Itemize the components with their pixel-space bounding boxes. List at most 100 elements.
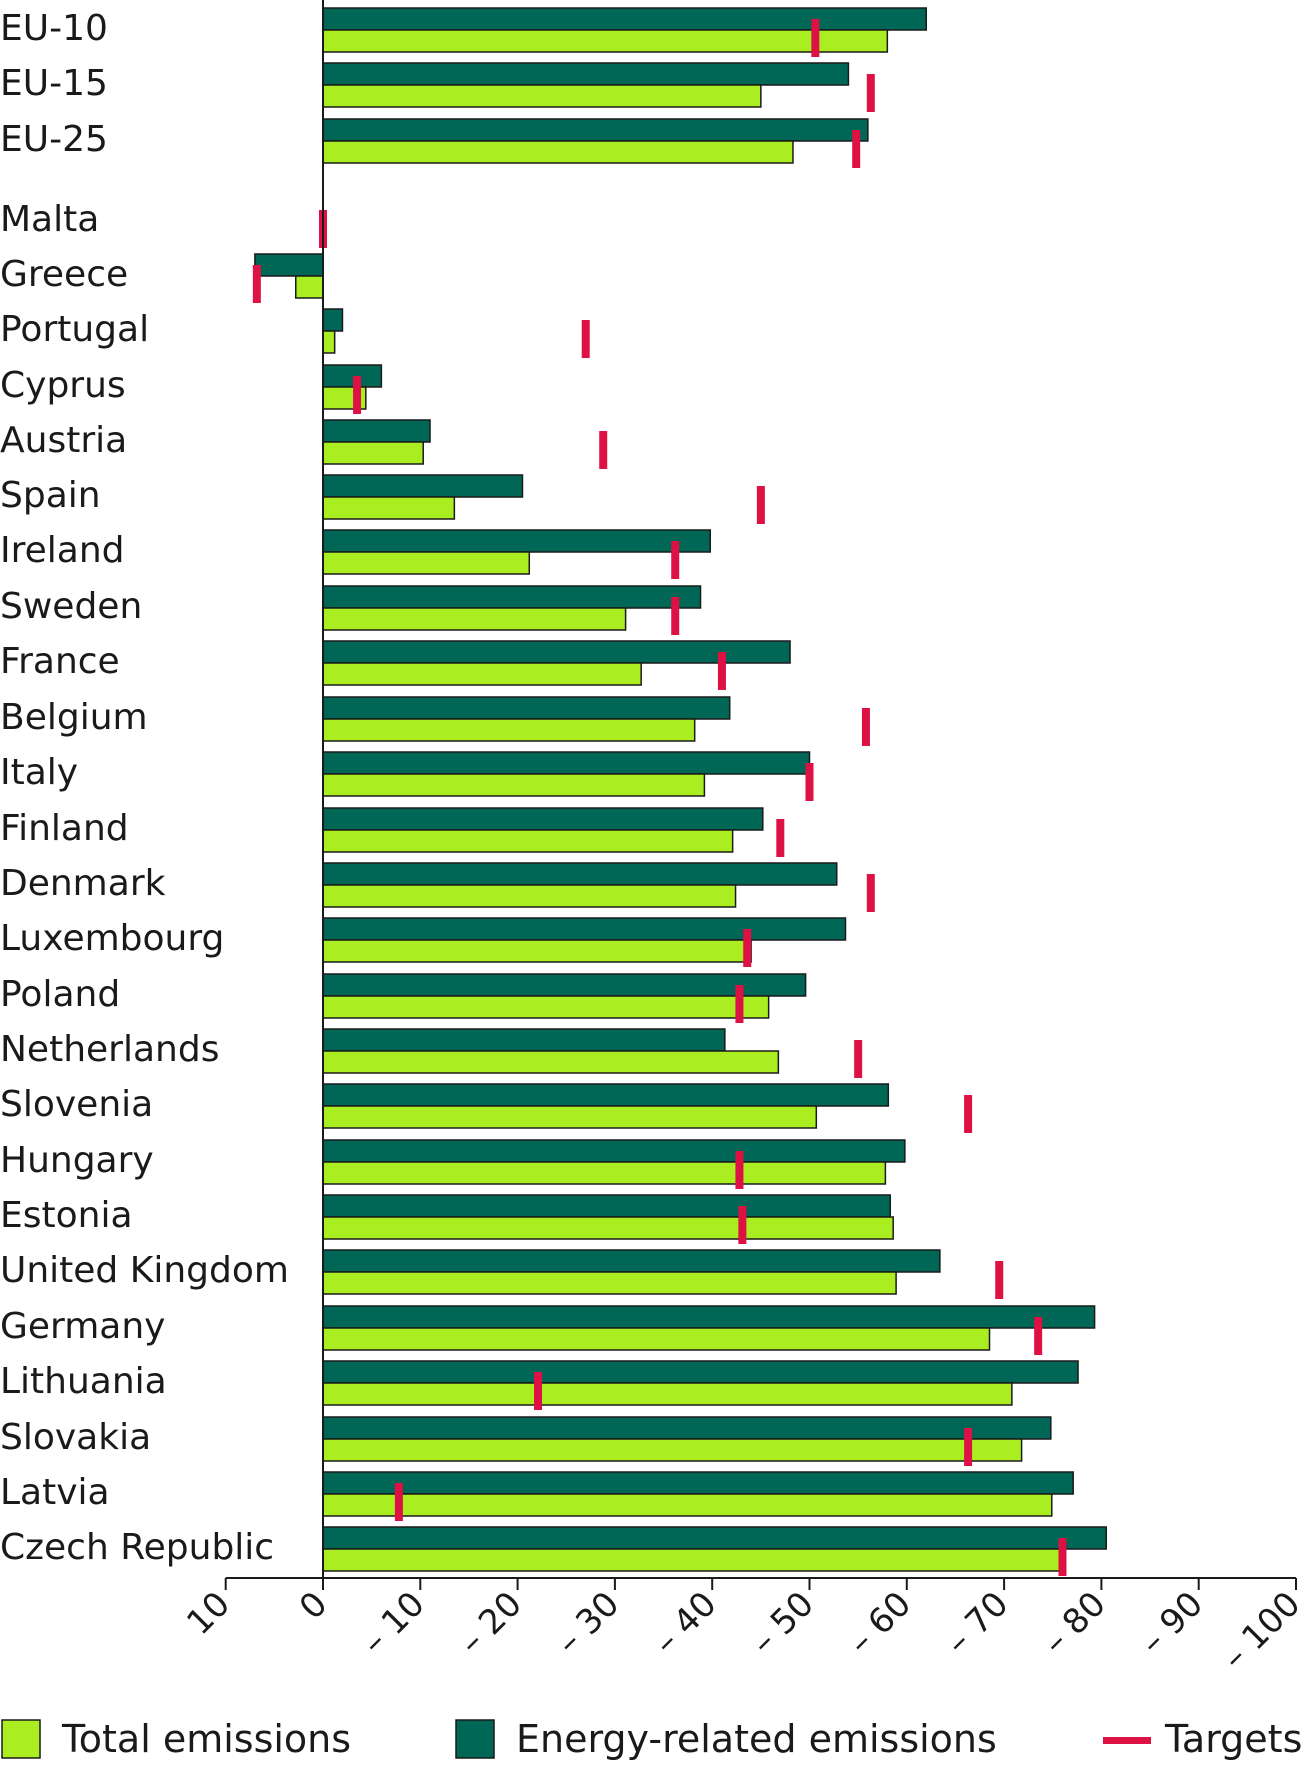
legend: Total emissions Energy-related emissions T… bbox=[1, 1717, 1302, 1761]
category-label-9: Ireland bbox=[0, 530, 125, 571]
bars-layer bbox=[254, 7, 1108, 1572]
target-marker-9 bbox=[671, 541, 680, 579]
target-marker-10 bbox=[671, 597, 680, 635]
target-marker-13 bbox=[805, 763, 814, 801]
energy-bar-14 bbox=[322, 807, 764, 831]
category-label-6: Cyprus bbox=[0, 365, 126, 406]
tick-labels: 10 0 – 10– 20– 30– 40– 50– 60– 70– 80– 90–… bbox=[179, 1584, 1308, 1678]
energy-bar-7 bbox=[322, 419, 431, 443]
target-marker-14 bbox=[776, 819, 785, 857]
target-marker-25 bbox=[964, 1428, 973, 1466]
total-bar-11 bbox=[322, 662, 642, 686]
total-bar-23 bbox=[322, 1327, 991, 1351]
total-bar-2 bbox=[322, 140, 794, 164]
target-marker-19 bbox=[964, 1095, 973, 1133]
energy-bar-24 bbox=[322, 1360, 1079, 1384]
total-bar-19 bbox=[322, 1105, 818, 1129]
category-label-0: EU-10 bbox=[0, 8, 108, 49]
x-tick-label-0: 10 bbox=[179, 1584, 238, 1643]
total-bar-17 bbox=[322, 995, 770, 1019]
x-tick-label-5: – 40 bbox=[646, 1584, 725, 1663]
x-tick-label-9: – 80 bbox=[1035, 1584, 1114, 1663]
total-bar-21 bbox=[322, 1216, 894, 1240]
energy-bar-13 bbox=[322, 751, 811, 775]
total-bar-14 bbox=[322, 829, 734, 853]
energy-bar-19 bbox=[322, 1083, 890, 1107]
target-marker-23 bbox=[1034, 1317, 1043, 1355]
energy-bar-26 bbox=[322, 1471, 1074, 1495]
target-marker-7 bbox=[599, 431, 608, 469]
x-tick-label-6: – 50 bbox=[743, 1584, 822, 1663]
energy-bar-6 bbox=[322, 364, 383, 388]
targets-layer bbox=[252, 19, 1067, 1576]
legend-label-0: Total emissions bbox=[61, 1717, 351, 1761]
x-tick-label-11: – 100 bbox=[1215, 1584, 1309, 1678]
total-bar-24 bbox=[322, 1382, 1013, 1406]
category-label-1: EU-15 bbox=[0, 63, 108, 104]
category-label-12: Belgium bbox=[0, 697, 148, 738]
x-tick-label-4: – 30 bbox=[549, 1584, 628, 1663]
category-label-4: Greece bbox=[0, 254, 128, 295]
target-marker-15 bbox=[866, 874, 875, 912]
total-bar-7 bbox=[322, 441, 424, 465]
energy-bar-16 bbox=[322, 917, 847, 941]
total-bar-25 bbox=[322, 1438, 1023, 1462]
category-label-13: Italy bbox=[0, 752, 78, 793]
category-labels: EU-10 EU-15 EU-25 Malta Greece Portugal Cyprus… bbox=[0, 8, 289, 1568]
total-bar-9 bbox=[322, 551, 531, 575]
target-marker-16 bbox=[743, 929, 752, 967]
target-marker-5 bbox=[581, 320, 590, 358]
energy-bar-15 bbox=[322, 862, 838, 886]
category-label-15: Denmark bbox=[0, 863, 166, 904]
target-marker-22 bbox=[995, 1261, 1004, 1299]
energy-bar-5 bbox=[322, 308, 344, 332]
category-label-27: Czech Republic bbox=[0, 1527, 274, 1568]
category-label-3: Malta bbox=[0, 199, 99, 240]
category-label-7: Austria bbox=[0, 420, 127, 461]
total-bar-16 bbox=[322, 939, 752, 963]
total-bar-5 bbox=[322, 330, 336, 354]
target-marker-27 bbox=[1058, 1538, 1067, 1576]
category-label-8: Spain bbox=[0, 475, 101, 516]
total-bar-22 bbox=[322, 1271, 897, 1295]
target-marker-11 bbox=[717, 652, 726, 690]
category-label-11: France bbox=[0, 641, 120, 682]
target-marker-4 bbox=[252, 265, 261, 303]
x-tick-label-8: – 70 bbox=[938, 1584, 1017, 1663]
category-label-5: Portugal bbox=[0, 309, 149, 350]
target-marker-2 bbox=[852, 130, 861, 168]
legend-label-2: Targets bbox=[1164, 1717, 1302, 1761]
energy-bar-23 bbox=[322, 1305, 1096, 1329]
energy-bar-4 bbox=[254, 253, 324, 277]
energy-bar-21 bbox=[322, 1194, 892, 1218]
energy-bar-27 bbox=[322, 1526, 1108, 1550]
category-label-20: Hungary bbox=[0, 1140, 154, 1181]
category-label-2: EU-25 bbox=[0, 119, 108, 160]
energy-bar-1 bbox=[322, 62, 850, 86]
category-label-26: Latvia bbox=[0, 1472, 110, 1513]
category-label-10: Sweden bbox=[0, 586, 142, 627]
energy-bar-0 bbox=[322, 7, 928, 31]
category-label-24: Lithuania bbox=[0, 1361, 167, 1402]
energy-bar-20 bbox=[322, 1139, 906, 1163]
category-label-25: Slovakia bbox=[0, 1417, 151, 1458]
x-tick-label-7: – 60 bbox=[841, 1584, 920, 1663]
total-bar-0 bbox=[322, 29, 889, 53]
category-label-21: Estonia bbox=[0, 1195, 133, 1236]
category-label-22: United Kingdom bbox=[0, 1250, 289, 1291]
target-marker-26 bbox=[394, 1483, 403, 1521]
total-bar-4 bbox=[295, 275, 324, 299]
total-bar-1 bbox=[322, 84, 762, 108]
category-label-14: Finland bbox=[0, 808, 129, 849]
total-bar-12 bbox=[322, 718, 696, 742]
axes-layer bbox=[224, 0, 1297, 1590]
target-marker-12 bbox=[861, 708, 870, 746]
legend-label-1: Energy-related emissions bbox=[516, 1717, 997, 1761]
category-label-17: Poland bbox=[0, 974, 120, 1015]
legend-swatch-2 bbox=[1103, 1737, 1151, 1744]
total-bar-20 bbox=[322, 1161, 887, 1185]
target-marker-18 bbox=[854, 1040, 863, 1078]
total-bar-27 bbox=[322, 1548, 1065, 1572]
energy-bar-18 bbox=[322, 1028, 726, 1052]
x-tick-label-2: – 10 bbox=[354, 1584, 433, 1663]
